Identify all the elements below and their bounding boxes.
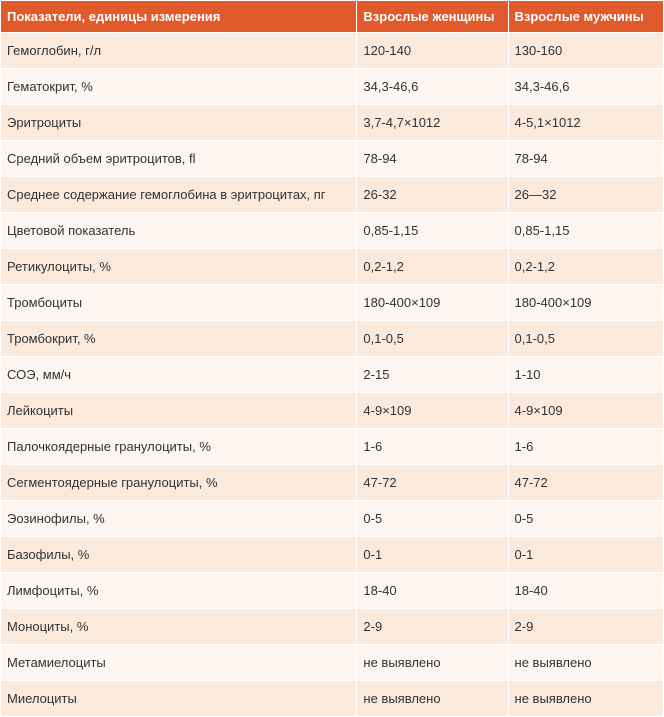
cell-women: 2-15 bbox=[357, 357, 508, 393]
table-row: Среднее содержание гемоглобина в эритроц… bbox=[1, 177, 664, 213]
table-row: Эритроциты3,7-4,7×10124-5,1×1012 bbox=[1, 105, 664, 141]
cell-men: 1-6 bbox=[508, 429, 663, 465]
table-row: Тромбоциты180-400×109180-400×109 bbox=[1, 285, 664, 321]
table-body: Гемоглобин, г/л120-140130-160 Гематокрит… bbox=[1, 33, 664, 717]
cell-men: 26—32 bbox=[508, 177, 663, 213]
table-row: Метамиелоцитыне выявленоне выявлено bbox=[1, 645, 664, 681]
col-header-indicator: Показатели, единицы измерения bbox=[1, 1, 357, 33]
cell-indicator: Палочкоядерные гранулоциты, % bbox=[1, 429, 357, 465]
cell-indicator: Лейкоциты bbox=[1, 393, 357, 429]
cell-women: 34,3-46,6 bbox=[357, 69, 508, 105]
cell-women: 0-5 bbox=[357, 501, 508, 537]
cell-women: 0-1 bbox=[357, 537, 508, 573]
cell-women: 26-32 bbox=[357, 177, 508, 213]
table-row: СОЭ, мм/ч2-151-10 bbox=[1, 357, 664, 393]
blood-test-table: Показатели, единицы измерения Взрослые ж… bbox=[0, 0, 664, 717]
cell-women: 0,85-1,15 bbox=[357, 213, 508, 249]
col-header-women: Взрослые женщины bbox=[357, 1, 508, 33]
cell-women: 180-400×109 bbox=[357, 285, 508, 321]
cell-men: 4-9×109 bbox=[508, 393, 663, 429]
cell-women: 0,2-1,2 bbox=[357, 249, 508, 285]
cell-indicator: Гематокрит, % bbox=[1, 69, 357, 105]
cell-men: 0,1-0,5 bbox=[508, 321, 663, 357]
cell-indicator: Эритроциты bbox=[1, 105, 357, 141]
cell-men: 34,3-46,6 bbox=[508, 69, 663, 105]
cell-indicator: Средний объем эритроцитов, fl bbox=[1, 141, 357, 177]
cell-indicator: Среднее содержание гемоглобина в эритроц… bbox=[1, 177, 357, 213]
table-row: Средний объем эритроцитов, fl78-9478-94 bbox=[1, 141, 664, 177]
cell-women: 3,7-4,7×1012 bbox=[357, 105, 508, 141]
cell-men: 180-400×109 bbox=[508, 285, 663, 321]
cell-women: 2-9 bbox=[357, 609, 508, 645]
table-row: Сегментоядерные гранулоциты, %47-7247-72 bbox=[1, 465, 664, 501]
table-row: Палочкоядерные гранулоциты, %1-61-6 bbox=[1, 429, 664, 465]
cell-indicator: Миелоциты bbox=[1, 681, 357, 717]
table-row: Базофилы, %0-10-1 bbox=[1, 537, 664, 573]
cell-indicator: Метамиелоциты bbox=[1, 645, 357, 681]
table-row: Эозинофилы, %0-50-5 bbox=[1, 501, 664, 537]
table-row: Цветовой показатель0,85-1,150,85-1,15 bbox=[1, 213, 664, 249]
cell-men: не выявлено bbox=[508, 645, 663, 681]
cell-men: 18-40 bbox=[508, 573, 663, 609]
cell-indicator: Моноциты, % bbox=[1, 609, 357, 645]
cell-women: не выявлено bbox=[357, 645, 508, 681]
table-row: Лейкоциты4-9×1094-9×109 bbox=[1, 393, 664, 429]
cell-indicator: Тромбоциты bbox=[1, 285, 357, 321]
table-row: Ретикулоциты, %0,2-1,20,2-1,2 bbox=[1, 249, 664, 285]
cell-men: 0-1 bbox=[508, 537, 663, 573]
cell-indicator: Лимфоциты, % bbox=[1, 573, 357, 609]
cell-indicator: СОЭ, мм/ч bbox=[1, 357, 357, 393]
cell-women: 47-72 bbox=[357, 465, 508, 501]
col-header-men: Взрослые мужчины bbox=[508, 1, 663, 33]
header-row: Показатели, единицы измерения Взрослые ж… bbox=[1, 1, 664, 33]
cell-indicator: Сегментоядерные гранулоциты, % bbox=[1, 465, 357, 501]
cell-women: 0,1-0,5 bbox=[357, 321, 508, 357]
cell-men: 0,2-1,2 bbox=[508, 249, 663, 285]
cell-men: 47-72 bbox=[508, 465, 663, 501]
cell-men: не выявлено bbox=[508, 681, 663, 717]
cell-indicator: Цветовой показатель bbox=[1, 213, 357, 249]
cell-women: не выявлено bbox=[357, 681, 508, 717]
table-header: Показатели, единицы измерения Взрослые ж… bbox=[1, 1, 664, 33]
table-row: Тромбокрит, %0,1-0,50,1-0,5 bbox=[1, 321, 664, 357]
cell-men: 1-10 bbox=[508, 357, 663, 393]
cell-men: 0,85-1,15 bbox=[508, 213, 663, 249]
cell-women: 120-140 bbox=[357, 33, 508, 69]
cell-indicator: Гемоглобин, г/л bbox=[1, 33, 357, 69]
cell-indicator: Базофилы, % bbox=[1, 537, 357, 573]
cell-indicator: Ретикулоциты, % bbox=[1, 249, 357, 285]
cell-indicator: Тромбокрит, % bbox=[1, 321, 357, 357]
cell-men: 130-160 bbox=[508, 33, 663, 69]
cell-men: 0-5 bbox=[508, 501, 663, 537]
cell-men: 2-9 bbox=[508, 609, 663, 645]
cell-women: 78-94 bbox=[357, 141, 508, 177]
table-row: Миелоцитыне выявленоне выявлено bbox=[1, 681, 664, 717]
cell-indicator: Эозинофилы, % bbox=[1, 501, 357, 537]
cell-men: 4-5,1×1012 bbox=[508, 105, 663, 141]
table-row: Гемоглобин, г/л120-140130-160 bbox=[1, 33, 664, 69]
cell-men: 78-94 bbox=[508, 141, 663, 177]
table-row: Лимфоциты, %18-4018-40 bbox=[1, 573, 664, 609]
cell-women: 18-40 bbox=[357, 573, 508, 609]
cell-women: 1-6 bbox=[357, 429, 508, 465]
table-row: Гематокрит, %34,3-46,634,3-46,6 bbox=[1, 69, 664, 105]
cell-women: 4-9×109 bbox=[357, 393, 508, 429]
table-row: Моноциты, %2-92-9 bbox=[1, 609, 664, 645]
